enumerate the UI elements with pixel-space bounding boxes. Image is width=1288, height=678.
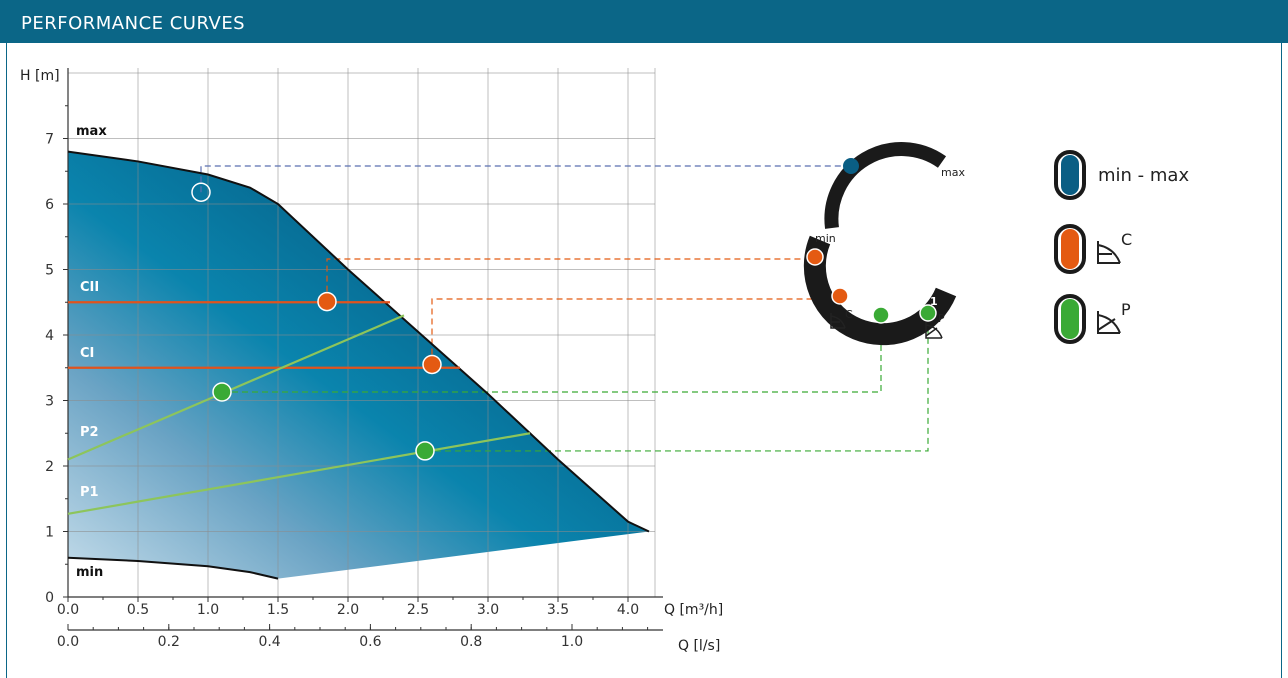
legend-item-proportional: P bbox=[1054, 294, 1131, 344]
y-tick-label: 6 bbox=[45, 197, 54, 213]
connector-p2 bbox=[222, 323, 882, 393]
dial-point-cii bbox=[806, 248, 824, 266]
frame-right-border bbox=[1281, 43, 1282, 678]
curve-max bbox=[67, 150, 650, 533]
y-tick-label: 5 bbox=[45, 263, 54, 279]
dashed-connectors bbox=[200, 165, 929, 452]
connector-cii bbox=[326, 258, 807, 302]
dial-segment-ii: II bbox=[829, 258, 837, 271]
operating-point-green bbox=[212, 382, 232, 402]
dial-segment-2: 2 bbox=[895, 303, 903, 316]
y-tick-label: 4 bbox=[45, 328, 54, 344]
dial-point-p1 bbox=[919, 304, 937, 322]
y-axis-label: H [m] bbox=[20, 68, 60, 84]
dial-separator-1 bbox=[862, 281, 872, 299]
dial-point-ci bbox=[831, 287, 849, 305]
secondary-tick-label: 0.4 bbox=[258, 634, 280, 650]
legend-sup-p: P bbox=[1121, 300, 1131, 319]
operating-point-orange bbox=[422, 354, 442, 375]
dial-icon-c-sup: C bbox=[845, 308, 853, 321]
y-tick-label: 0 bbox=[45, 590, 54, 606]
y-tick-label: 2 bbox=[45, 459, 54, 475]
dial-segment-i: I bbox=[853, 286, 857, 299]
curve-labels: max min CII CI P2 P1 bbox=[76, 124, 107, 580]
curve-label-ci: CI bbox=[80, 346, 94, 361]
operating-area bbox=[68, 151, 649, 579]
x-tick-label: 3.0 bbox=[477, 602, 499, 618]
x-tick-label: 4.0 bbox=[617, 602, 639, 618]
plot-area bbox=[68, 151, 649, 579]
connector-p1 bbox=[425, 321, 929, 452]
curve-label-min: min bbox=[76, 565, 103, 580]
secondary-tick-label: 0.0 bbox=[57, 634, 79, 650]
operating-points bbox=[191, 182, 442, 461]
x-tick-label: 1.5 bbox=[267, 602, 289, 618]
legend-label-range: min - max bbox=[1098, 165, 1189, 186]
legend: min - max C P bbox=[1054, 150, 1189, 344]
legend-sup-c: C bbox=[1121, 230, 1132, 249]
x-tick-label: 2.0 bbox=[337, 602, 359, 618]
y-tick-label: 1 bbox=[45, 525, 54, 541]
secondary-tick-label: 0.2 bbox=[158, 634, 180, 650]
curve-label-p2: P2 bbox=[80, 425, 99, 440]
dial-min-label: min bbox=[815, 232, 836, 245]
page-title: PERFORMANCE CURVES bbox=[21, 13, 246, 34]
constant-pressure-icon bbox=[1097, 241, 1121, 264]
connector-range bbox=[200, 165, 843, 193]
performance-chart: 0.0 0.5 1.0 1.5 2.0 2.5 3.0 3.5 4.0 0 1 2 3 4 5 6 7 0.0 0.… bbox=[20, 68, 1189, 654]
curve-min bbox=[67, 556, 279, 580]
grid-lines bbox=[67, 68, 656, 597]
connector-ci bbox=[431, 298, 832, 365]
y-tick-label: 3 bbox=[45, 394, 54, 410]
secondary-tick-label: 0.6 bbox=[359, 634, 381, 650]
operating-point-white bbox=[191, 182, 211, 202]
x-tick-label: 1.0 bbox=[197, 602, 219, 618]
x-tick-label: 2.5 bbox=[407, 602, 429, 618]
curve-label-cii: CII bbox=[80, 280, 99, 295]
dial-max-label: max bbox=[941, 166, 965, 179]
secondary-tick-label: 0.8 bbox=[460, 634, 482, 650]
x-tick-label: 3.5 bbox=[547, 602, 569, 618]
constant-pressure-icon bbox=[830, 313, 846, 329]
dial-segment-1: 1 bbox=[930, 295, 938, 308]
y-tick-label: 7 bbox=[45, 132, 54, 148]
curve-p1 bbox=[67, 432, 531, 515]
dial-separator-2 bbox=[913, 289, 918, 311]
x-axis-label-primary: Q [m³/h] bbox=[664, 602, 723, 618]
x-axis-label-secondary: Q [l/s] bbox=[678, 638, 720, 654]
dial-point-p2 bbox=[872, 306, 890, 324]
x-tick-label: 0.5 bbox=[127, 602, 149, 618]
curve-lines bbox=[67, 150, 650, 580]
proportional-pressure-icon bbox=[925, 322, 943, 339]
proportional-pressure-icon bbox=[1097, 311, 1121, 334]
axes: 0.0 0.5 1.0 1.5 2.0 2.5 3.0 3.5 4.0 0 1 2 3 4 5 6 7 0.0 0.… bbox=[45, 68, 663, 650]
operating-point-orange bbox=[317, 291, 337, 312]
curve-label-p1: P1 bbox=[80, 485, 99, 500]
dial-range-arc bbox=[824, 142, 947, 229]
curve-label-max: max bbox=[76, 124, 107, 139]
mode-selector-dial: max min II I 2 1 C P bbox=[803, 142, 965, 346]
legend-item-constant: C bbox=[1054, 224, 1132, 274]
dial-icon-p-sup: P bbox=[938, 312, 945, 325]
curve-p2 bbox=[67, 314, 405, 461]
header-bar: PERFORMANCE CURVES bbox=[0, 0, 1288, 43]
x-tick-label: 0.0 bbox=[57, 602, 79, 618]
operating-point-green bbox=[415, 441, 435, 461]
range-icon bbox=[1061, 155, 1079, 195]
legend-item-range: min - max bbox=[1054, 150, 1189, 200]
secondary-tick-label: 1.0 bbox=[561, 634, 583, 650]
dial-point-range bbox=[843, 158, 859, 174]
frame-left-border bbox=[6, 43, 7, 678]
